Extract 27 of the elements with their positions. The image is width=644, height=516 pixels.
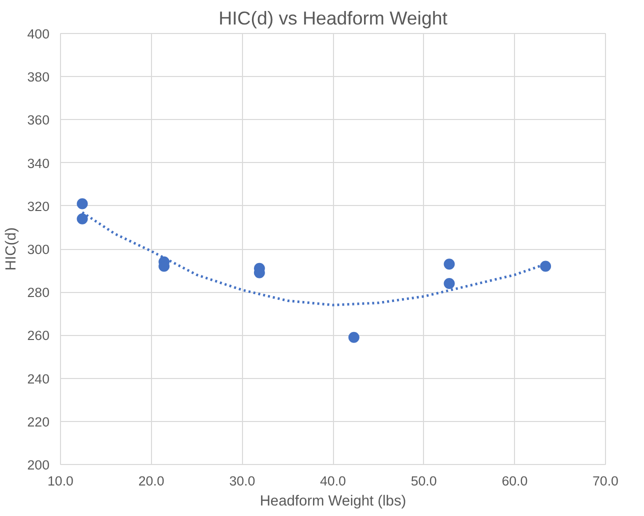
y-tick-label: 260 <box>27 328 50 344</box>
x-tick-label: 10.0 <box>48 474 74 488</box>
point <box>76 213 88 224</box>
point <box>444 258 455 270</box>
point <box>76 198 88 210</box>
x-tick-label: 30.0 <box>229 474 256 488</box>
y-tick-label: 340 <box>27 156 50 171</box>
point <box>348 332 360 343</box>
point <box>540 260 552 272</box>
x-tick-label: 40.0 <box>320 474 346 488</box>
y-tick-label: 300 <box>27 242 50 257</box>
y-tick-label: 220 <box>27 414 50 430</box>
point <box>444 278 455 289</box>
y-tick-label: 200 <box>27 458 50 472</box>
x-tick-label: 50.0 <box>410 474 437 488</box>
y-tick-label: 280 <box>27 285 50 300</box>
chart-title: HIC(d) vs Headform Weight <box>218 8 448 28</box>
x-axis-title: Headform Weight (lbs) <box>260 494 406 510</box>
y-tick-label: 360 <box>27 112 50 128</box>
y-tick-label: 320 <box>27 198 50 214</box>
y-tick-label: 240 <box>27 371 50 386</box>
y-axis-title: HIC(d) <box>3 227 20 271</box>
x-tick-label: 60.0 <box>502 474 528 488</box>
x-tick-label: 20.0 <box>138 474 164 488</box>
y-tick-label: 380 <box>27 70 50 85</box>
x-tick-label: 70.0 <box>592 474 618 488</box>
y-tick-label: 400 <box>27 26 50 42</box>
